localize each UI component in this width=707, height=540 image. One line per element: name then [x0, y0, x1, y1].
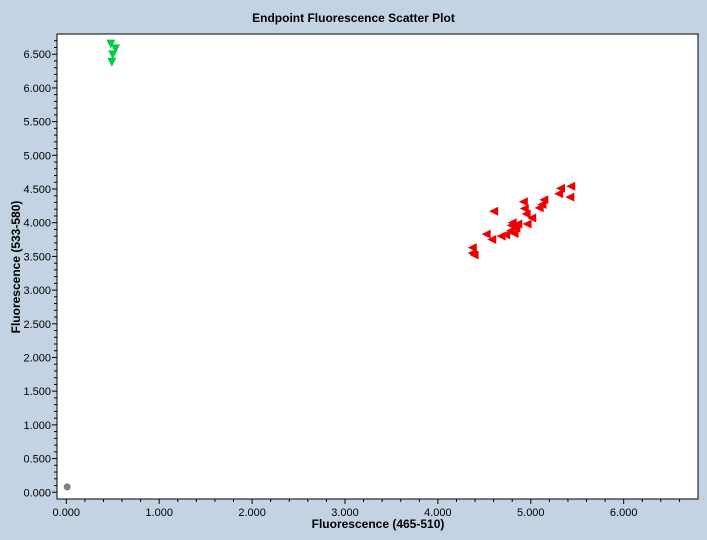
data-point [111, 44, 121, 54]
data-point [527, 213, 537, 223]
data-point [507, 218, 517, 228]
y-tick-label: 6.000 [23, 83, 51, 95]
data-point [554, 189, 564, 199]
data-point [513, 219, 523, 229]
y-tick-label: 4.000 [23, 218, 51, 230]
y-tick-label: 3.500 [23, 251, 51, 263]
x-tick-label: 5.000 [517, 507, 545, 519]
y-tick-label: 5.000 [23, 150, 51, 162]
x-tick-label: 1.000 [145, 507, 173, 519]
data-point [539, 195, 549, 205]
data-point [556, 183, 566, 193]
data-points [63, 39, 576, 491]
data-point [106, 39, 116, 49]
axes: 0.000 1.000 2.000 3.000 4.000 5.000 6.000 0.000… [23, 40, 680, 519]
y-tick-label: 3.000 [23, 285, 51, 297]
plot-area [56, 33, 699, 500]
y-tick-label: 4.500 [23, 184, 51, 196]
data-point [108, 50, 118, 60]
data-point [63, 483, 71, 491]
x-tick-label: 6.000 [610, 507, 638, 519]
y-axis-label: Fluorescence (533-580) [9, 201, 23, 334]
x-tick-label: 0.000 [53, 507, 81, 519]
y-tick-label: 1.500 [23, 386, 51, 398]
chart-title: Endpoint Fluorescence Scatter Plot [252, 11, 455, 25]
y-tick-label: 0.500 [23, 454, 51, 466]
y-tick-label: 1.000 [23, 420, 51, 432]
data-point [469, 250, 479, 260]
data-point [519, 204, 529, 214]
y-tick-label: 0.000 [23, 487, 51, 499]
y-tick-label: 2.500 [23, 319, 51, 331]
y-tick-label: 6.500 [23, 49, 51, 61]
data-point [501, 230, 511, 240]
data-point [522, 219, 532, 229]
data-point [481, 229, 491, 239]
data-point [489, 206, 499, 216]
data-point [518, 197, 528, 207]
y-tick-label: 5.500 [23, 117, 51, 129]
x-tick-label: 3.000 [331, 507, 359, 519]
x-tick-label: 4.000 [424, 507, 452, 519]
data-point [566, 181, 576, 191]
data-point [107, 57, 117, 67]
data-point [537, 200, 547, 209]
x-axis-label: Fluorescence (465-510) [312, 517, 445, 531]
y-tick-label: 2.000 [23, 352, 51, 364]
data-point [487, 235, 497, 245]
data-point [521, 209, 531, 219]
x-tick-label: 2.000 [238, 507, 266, 519]
data-point [565, 192, 575, 202]
data-point [509, 228, 519, 238]
